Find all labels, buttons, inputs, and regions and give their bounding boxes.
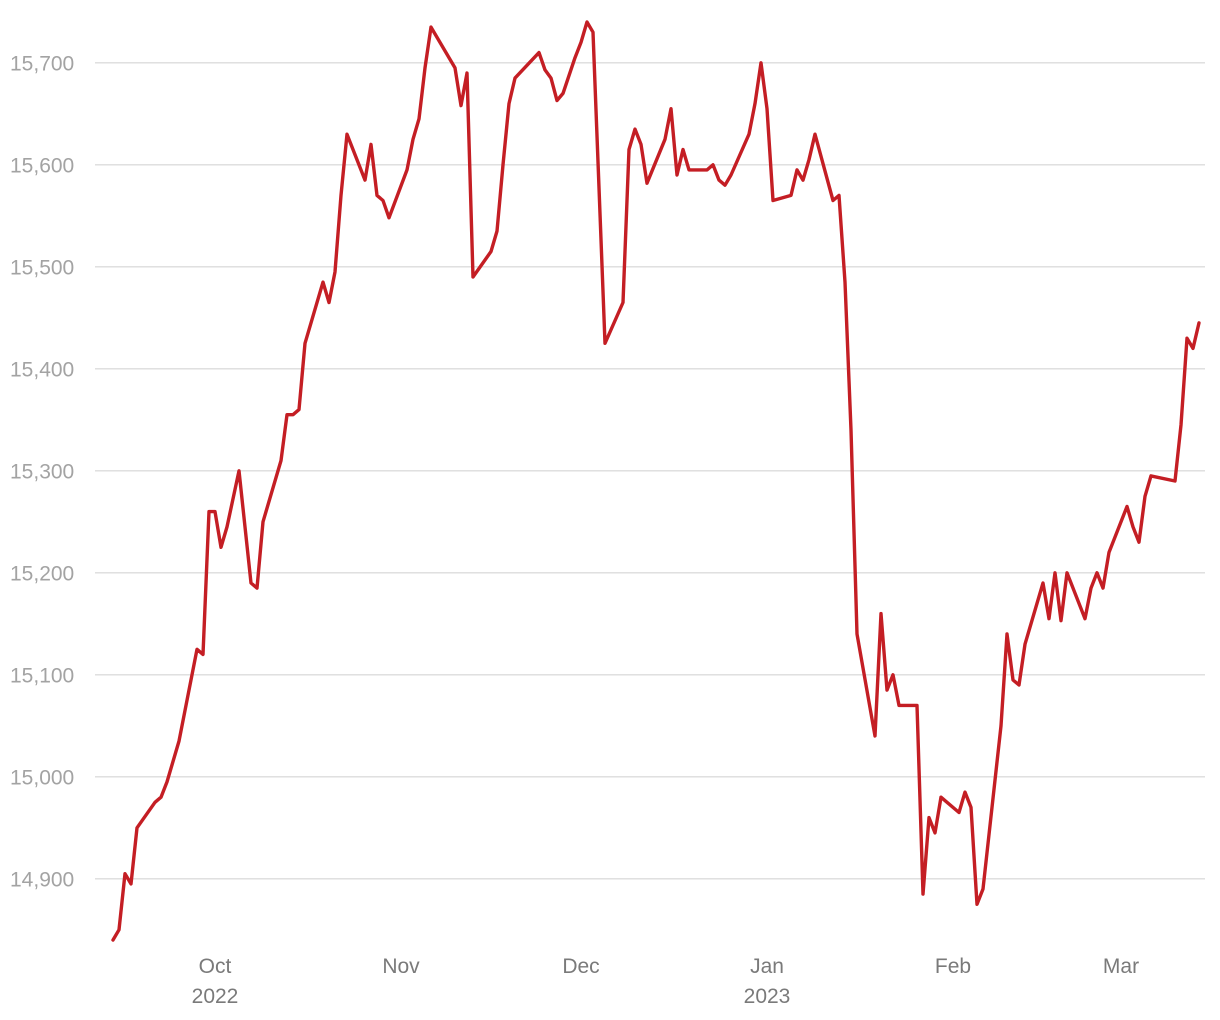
y-tick-label: 15,700 <box>10 52 74 75</box>
series-layer <box>111 20 1201 942</box>
y-tick-label: 15,600 <box>10 154 74 177</box>
y-tick-label: 15,200 <box>10 562 74 585</box>
y-tick-label: 15,300 <box>10 460 74 483</box>
y-tick-label: 14,900 <box>10 868 74 891</box>
x-axis: Oct 2022 Nov Dec Jan 2023 Feb Mar <box>192 955 1139 1008</box>
y-tick-label: 15,400 <box>10 358 74 381</box>
x-tick-label: Oct <box>199 955 232 978</box>
series-line <box>111 20 1201 942</box>
x-tick-label: Mar <box>1103 955 1139 978</box>
x-tick-year-label: 2023 <box>744 985 791 1008</box>
x-tick-label: Jan <box>750 955 784 978</box>
x-tick-label: Dec <box>562 955 599 978</box>
gridlines <box>95 62 1205 880</box>
y-tick-label: 15,100 <box>10 664 74 687</box>
x-tick-label: Feb <box>935 955 971 978</box>
y-tick-label: 15,500 <box>10 256 74 279</box>
x-tick-year-label: 2022 <box>192 985 239 1008</box>
y-axis: 14,900 15,000 15,100 15,200 15,300 15,400 15,5… <box>10 52 74 891</box>
x-tick-label: Nov <box>382 955 420 978</box>
y-tick-label: 15,000 <box>10 766 74 789</box>
